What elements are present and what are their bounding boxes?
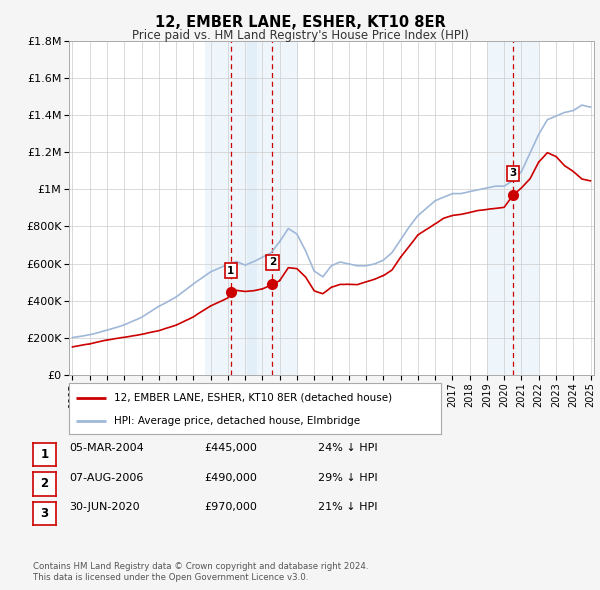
Text: 24% ↓ HPI: 24% ↓ HPI: [318, 444, 377, 453]
Text: 2: 2: [40, 477, 49, 490]
Text: Contains HM Land Registry data © Crown copyright and database right 2024.: Contains HM Land Registry data © Crown c…: [33, 562, 368, 571]
Text: HPI: Average price, detached house, Elmbridge: HPI: Average price, detached house, Elmb…: [113, 416, 360, 426]
Text: 12, EMBER LANE, ESHER, KT10 8ER: 12, EMBER LANE, ESHER, KT10 8ER: [155, 15, 445, 30]
Text: This data is licensed under the Open Government Licence v3.0.: This data is licensed under the Open Gov…: [33, 573, 308, 582]
Text: 29% ↓ HPI: 29% ↓ HPI: [318, 473, 377, 483]
Bar: [487, 41, 539, 375]
Text: 3: 3: [40, 507, 49, 520]
Text: 1: 1: [227, 266, 235, 276]
Text: 21% ↓ HPI: 21% ↓ HPI: [318, 503, 377, 512]
Text: 12, EMBER LANE, ESHER, KT10 8ER (detached house): 12, EMBER LANE, ESHER, KT10 8ER (detache…: [113, 392, 392, 402]
Text: 30-JUN-2020: 30-JUN-2020: [69, 503, 140, 512]
Text: £445,000: £445,000: [204, 444, 257, 453]
Text: £970,000: £970,000: [204, 503, 257, 512]
Text: 07-AUG-2006: 07-AUG-2006: [69, 473, 143, 483]
Text: 2: 2: [269, 257, 276, 267]
Text: 05-MAR-2004: 05-MAR-2004: [69, 444, 144, 453]
Text: 3: 3: [509, 168, 517, 178]
Bar: [205, 41, 257, 375]
Text: £490,000: £490,000: [204, 473, 257, 483]
Bar: [247, 41, 298, 375]
Text: Price paid vs. HM Land Registry's House Price Index (HPI): Price paid vs. HM Land Registry's House …: [131, 30, 469, 42]
Text: 1: 1: [40, 448, 49, 461]
